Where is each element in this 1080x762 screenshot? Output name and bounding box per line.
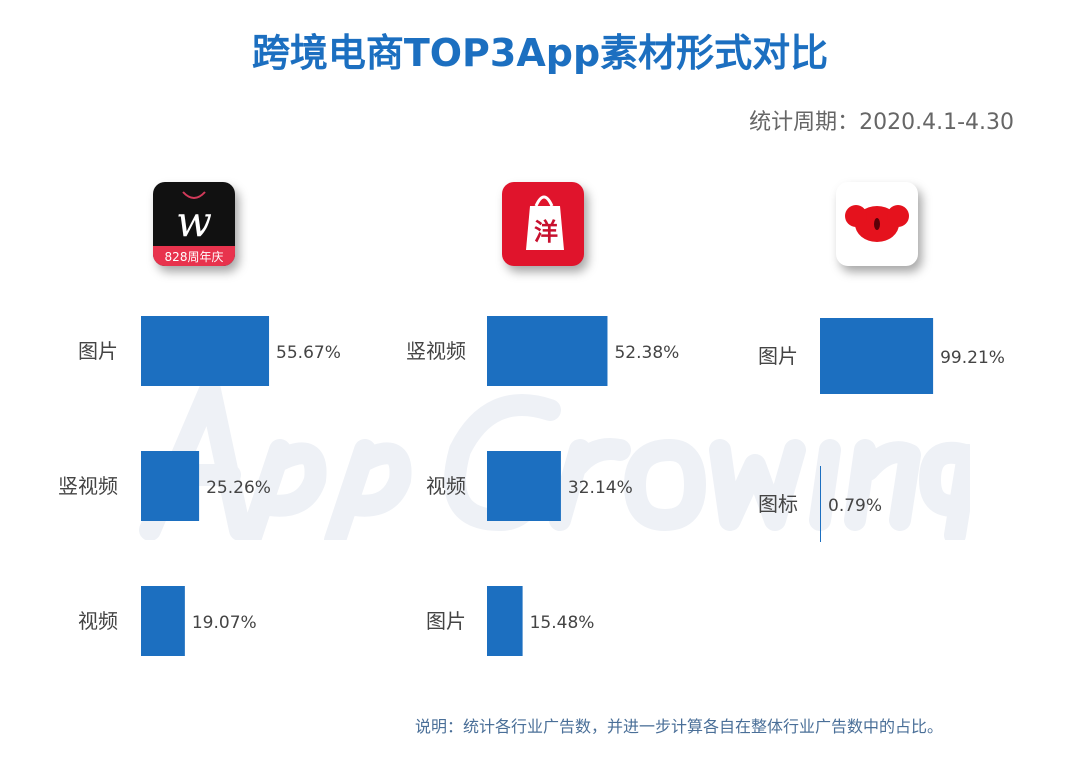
bar [141,451,200,521]
value-label: 55.67% [276,343,341,363]
value-label: 19.07% [192,613,257,633]
category-label: 视频 [426,474,466,498]
bar [487,451,561,521]
category-label: 图标 [758,492,798,516]
bar [820,318,934,394]
w-app-icon: w 828周年庆 [153,182,235,266]
value-label: 25.26% [206,478,271,498]
yang-shopping-bag-icon: 洋 [502,182,584,266]
value-label: 52.38% [614,343,679,363]
value-label: 0.79% [828,496,882,516]
footnote: 说明：统计各行业广告数，并进一步计算各自在整体行业广告数中的占比。 [415,717,944,736]
page-title: 跨境电商TOP3App素材形式对比 [251,31,829,75]
value-label: 15.48% [530,613,595,633]
svg-text:w: w [176,197,212,246]
value-label: 99.21% [940,348,1005,368]
category-label: 图片 [758,344,798,368]
category-label: 视频 [78,609,118,633]
value-label: 32.14% [568,478,633,498]
bar [141,586,185,656]
period-text: 统计周期：2020.4.1-4.30 [749,110,1014,135]
svg-text:洋: 洋 [534,218,558,246]
category-label: 竖视频 [406,339,466,363]
category-label: 竖视频 [58,474,118,498]
bar [487,586,523,656]
category-label: 图片 [78,339,118,363]
bar [487,316,608,386]
category-label: 图片 [426,609,466,633]
bar [141,316,270,386]
svg-text:828周年庆: 828周年庆 [165,250,224,264]
bar [820,466,821,542]
koala-icon [836,182,918,266]
